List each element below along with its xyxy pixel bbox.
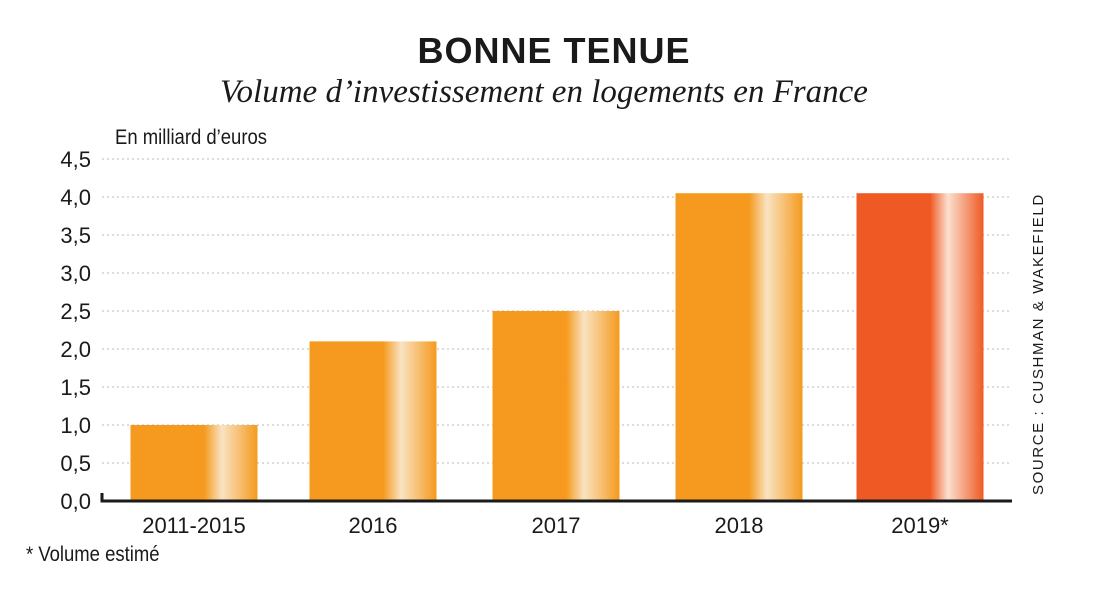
bar-2017	[492, 311, 620, 501]
y-tick-label: 2,0	[60, 337, 91, 362]
source-credit: SOURCE : CUSHMAN & WAKEFIELD	[1030, 193, 1047, 495]
x-tick-label: 2016	[349, 513, 398, 538]
x-axis-labels: 2011-2015 2016 2017 2018 2019*	[142, 513, 949, 538]
footnote: * Volume estimé	[26, 543, 160, 566]
y-axis-ticks: 0,0 0,5 1,0 1,5 2,0 2,5 3,0 3,5 4,0 4,5	[60, 147, 91, 514]
x-tick-label: 2018	[715, 513, 764, 538]
y-tick-label: 4,5	[60, 147, 91, 172]
y-tick-label: 4,0	[60, 185, 91, 210]
y-tick-label: 3,5	[60, 223, 91, 248]
y-tick-label: 2,5	[60, 299, 91, 324]
bar-2016	[309, 341, 437, 501]
x-tick-label: 2019*	[891, 513, 949, 538]
y-tick-label: 0,5	[60, 451, 91, 476]
bar-2018	[675, 193, 803, 501]
y-axis-label: En milliard d’euros	[115, 126, 268, 149]
y-tick-label: 1,5	[60, 375, 91, 400]
bar-2019	[856, 193, 984, 501]
bars	[130, 193, 984, 501]
x-tick-label: 2017	[532, 513, 581, 538]
chart-subtitle: Volume d’investissement en logements en …	[220, 74, 868, 110]
y-tick-label: 3,0	[60, 261, 91, 286]
y-tick-label: 0,0	[60, 489, 91, 514]
x-tick-label: 2011-2015	[142, 513, 246, 538]
y-tick-label: 1,0	[60, 413, 91, 438]
x-axis	[100, 493, 1012, 503]
x-axis-line	[100, 493, 1012, 503]
chart-title: BONNE TENUE	[417, 30, 691, 71]
bar-2011-2015	[130, 425, 258, 501]
